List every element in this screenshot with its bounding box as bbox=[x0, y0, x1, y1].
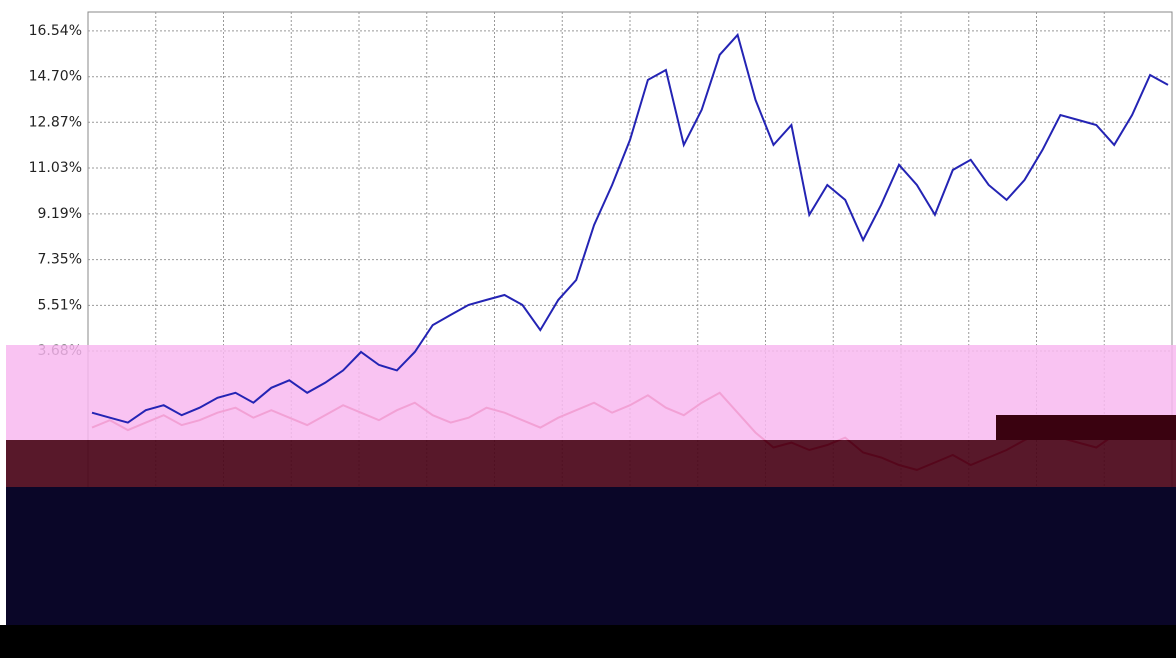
y-tick-label: 16.54% bbox=[29, 23, 82, 39]
y-tick-label: 12.87% bbox=[29, 114, 82, 130]
y-tick-label: 5.51% bbox=[38, 297, 82, 313]
y-tick-label: 7.35% bbox=[38, 252, 82, 268]
glitch-band bbox=[6, 487, 1176, 625]
chart: 16.54%14.70%12.87%11.03%9.19%7.35%5.51%3… bbox=[0, 0, 1176, 658]
corrupted-overlay bbox=[0, 345, 1176, 658]
glitch-band bbox=[996, 415, 1176, 440]
glitch-band bbox=[6, 440, 1176, 487]
page: 16.54%14.70%12.87%11.03%9.19%7.35%5.51%3… bbox=[0, 0, 1176, 658]
y-tick-label: 14.70% bbox=[29, 69, 82, 85]
glitch-band bbox=[0, 625, 1176, 658]
y-tick-label: 11.03% bbox=[29, 160, 82, 176]
y-tick-label: 9.19% bbox=[38, 206, 82, 222]
